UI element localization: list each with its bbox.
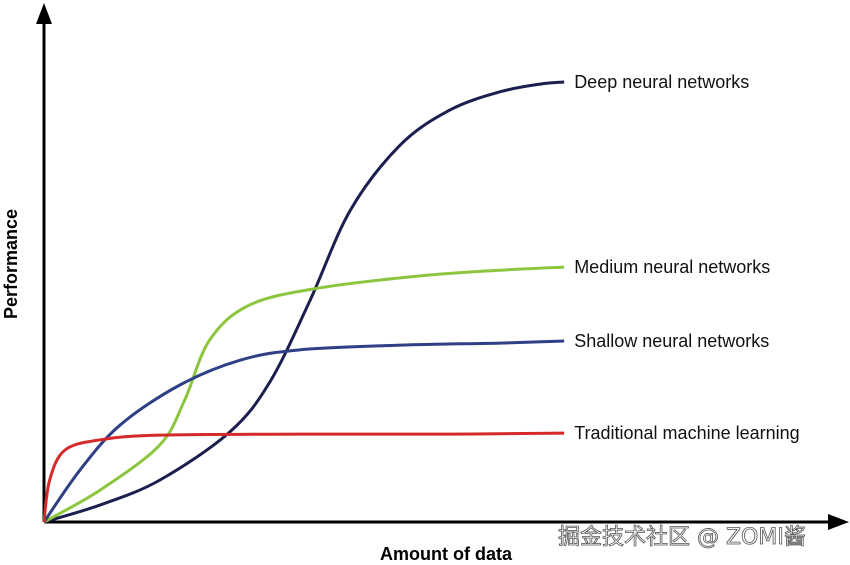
series-line-1 — [43, 265, 565, 524]
y-axis-arrow — [36, 3, 52, 24]
series-label-0: Deep neural networks — [574, 72, 749, 92]
series-label-1: Medium neural networks — [574, 257, 770, 277]
series-line-3 — [42, 431, 565, 523]
y-axis-label: Performance — [1, 209, 21, 319]
x-axis-label: Amount of data — [380, 544, 513, 564]
x-axis-arrow — [828, 514, 849, 530]
watermark: 掘金技术社区 @ ZOMI酱 — [558, 525, 806, 550]
series-line-2 — [42, 339, 565, 523]
series-label-2: Shallow neural networks — [574, 331, 769, 351]
series-label-3: Traditional machine learning — [574, 423, 799, 443]
series-line-0 — [43, 80, 565, 524]
